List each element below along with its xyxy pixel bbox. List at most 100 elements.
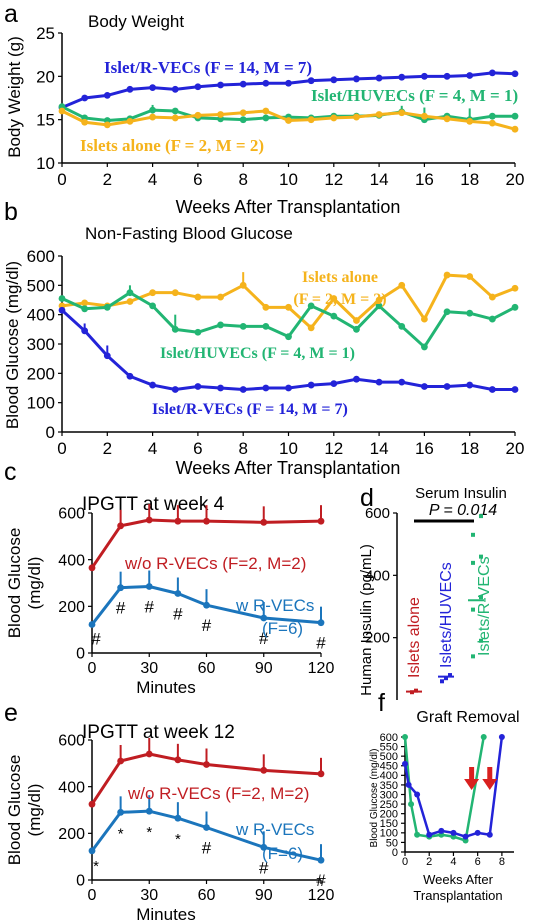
series-label: (F = 2, M = 2) bbox=[293, 291, 386, 308]
data-point bbox=[440, 679, 444, 684]
x-tick-label: 2 bbox=[103, 170, 112, 189]
x-tick-label: 16 bbox=[415, 170, 434, 189]
series-2-point bbox=[466, 118, 474, 125]
series-0-point bbox=[421, 72, 428, 80]
series-2-point bbox=[126, 298, 134, 305]
series-1-point bbox=[511, 112, 519, 120]
series-0-point bbox=[149, 381, 157, 389]
series-2-point bbox=[194, 111, 202, 119]
y-axis-title: Human Insulin (pg/mL) bbox=[358, 544, 375, 696]
series-1-point bbox=[486, 831, 493, 838]
graft-removal-arrow bbox=[482, 767, 498, 790]
series-2-point bbox=[398, 109, 406, 117]
x-tick-label: 60 bbox=[198, 660, 216, 677]
y-axis-title: Blood Glucose bbox=[5, 528, 24, 639]
series-0-point bbox=[103, 352, 111, 360]
series-2-point bbox=[149, 289, 157, 297]
series-1-point bbox=[414, 791, 421, 798]
series-1-point bbox=[145, 583, 153, 590]
significance-marker: * bbox=[118, 825, 124, 842]
x-axis-title: Minutes bbox=[136, 905, 196, 922]
series-0-point bbox=[421, 383, 428, 390]
series-0-point bbox=[117, 522, 125, 530]
series-1-point bbox=[466, 309, 474, 317]
series-2-point bbox=[262, 107, 270, 115]
significance-marker: # bbox=[91, 630, 101, 649]
series-label: Islets alone (F = 2, M = 2) bbox=[80, 136, 264, 155]
series-1-point bbox=[262, 114, 270, 122]
y-tick-label: 200 bbox=[380, 809, 398, 821]
series-0-point bbox=[330, 76, 338, 84]
panel-title: Body Weight bbox=[88, 12, 184, 31]
series-0-point bbox=[488, 69, 496, 77]
series-2-point bbox=[171, 289, 179, 297]
graft-removal-arrow bbox=[464, 767, 480, 790]
series-2-point bbox=[285, 117, 292, 124]
series-1-point bbox=[511, 303, 519, 311]
series-0-point bbox=[466, 72, 474, 79]
y-tick-label: 600 bbox=[27, 247, 55, 266]
series-2-point bbox=[307, 116, 315, 124]
series-0-point bbox=[103, 92, 111, 99]
series-1-point bbox=[217, 321, 224, 329]
series-0-point bbox=[511, 70, 519, 78]
series-1-point bbox=[171, 107, 179, 115]
series-2-point bbox=[421, 315, 428, 323]
y-axis-title: Body Weight (g) bbox=[5, 36, 24, 158]
x-tick-label: 4 bbox=[450, 856, 456, 868]
y-tick-label: 300 bbox=[380, 789, 398, 801]
series-1-point bbox=[426, 831, 433, 838]
series-2-point bbox=[149, 113, 157, 121]
series-0-point bbox=[117, 757, 125, 765]
series-0-point bbox=[375, 378, 383, 386]
x-tick-label: 90 bbox=[255, 887, 273, 904]
data-point bbox=[448, 673, 452, 678]
data-point bbox=[471, 607, 475, 612]
x-axis-title-line2: Transplantation bbox=[413, 888, 502, 903]
y-tick-label: 0 bbox=[76, 873, 85, 890]
series-0-point bbox=[443, 72, 451, 80]
x-tick-label: 0 bbox=[57, 439, 66, 458]
y-tick-label: 0 bbox=[46, 423, 55, 442]
x-tick-label: 12 bbox=[324, 439, 343, 458]
series-1-point bbox=[353, 325, 360, 333]
series-0-point bbox=[317, 517, 325, 525]
series-0-point bbox=[488, 386, 496, 393]
series-0-point bbox=[353, 375, 360, 383]
p-value: P = 0.014 bbox=[429, 502, 497, 519]
series-1-point bbox=[239, 323, 247, 330]
significance-marker: # bbox=[116, 599, 126, 618]
x-tick-label: 8 bbox=[238, 170, 247, 189]
y-tick-label: 25 bbox=[36, 24, 55, 43]
series-label: w/o R-VECs (F=2, M=2) bbox=[127, 784, 309, 803]
series-1-point bbox=[171, 325, 179, 333]
series-2-point bbox=[217, 293, 224, 301]
series-2-point bbox=[239, 281, 247, 289]
significance-marker: # bbox=[173, 605, 183, 624]
significance-marker: * bbox=[146, 824, 152, 841]
series-0-point bbox=[217, 384, 224, 392]
data-point bbox=[444, 676, 448, 681]
y-tick-label: 10 bbox=[36, 154, 55, 173]
series-2-point bbox=[81, 118, 89, 126]
y-tick-label: 0 bbox=[392, 847, 398, 859]
series-1-point bbox=[81, 305, 89, 313]
x-tick-label: 10 bbox=[279, 170, 298, 189]
x-tick-label: 0 bbox=[57, 170, 66, 189]
series-2-point bbox=[466, 273, 474, 280]
series-2-point bbox=[511, 125, 519, 133]
series-label: w R-VECs bbox=[235, 596, 314, 615]
series-2-point bbox=[375, 111, 383, 118]
y-tick-label: 500 bbox=[380, 751, 398, 763]
series-1-point bbox=[330, 312, 338, 320]
series-0-point bbox=[262, 384, 270, 392]
group-label: Islets/R-VECs bbox=[476, 556, 493, 656]
series-1-point bbox=[450, 829, 457, 836]
series-1-point bbox=[117, 584, 125, 592]
panel-title: Serum Insulin bbox=[415, 485, 507, 502]
series-0-point bbox=[285, 384, 292, 392]
y-axis-title: Blood Glucose (mg/dl) bbox=[3, 261, 22, 429]
series-label: w R-VECs bbox=[235, 820, 314, 839]
series-0-point bbox=[260, 766, 268, 774]
series-2-point bbox=[353, 317, 360, 324]
